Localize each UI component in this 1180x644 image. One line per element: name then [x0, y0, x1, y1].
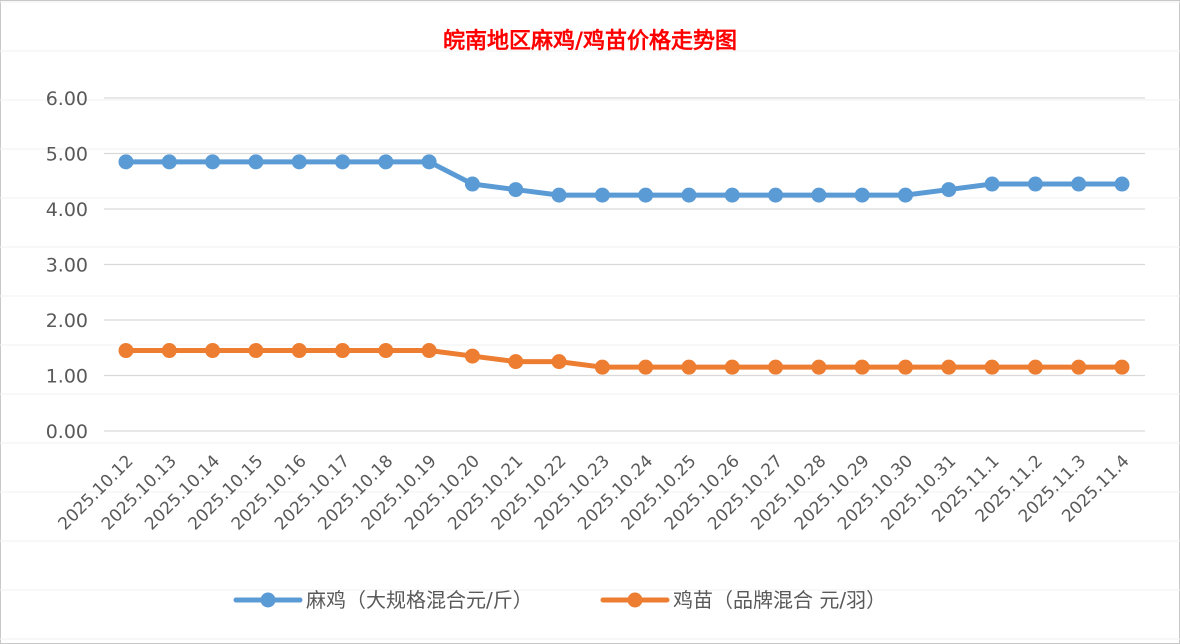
y-tick-label: 6.00	[46, 88, 88, 110]
data-point	[464, 348, 480, 364]
data-point	[1114, 176, 1130, 192]
legend-label-1: 鸡苗（品牌混合 元/羽）	[673, 588, 886, 612]
data-point	[335, 343, 351, 359]
data-point	[984, 359, 1000, 375]
legend: 麻鸡（大规格混合元/斤） 鸡苗（品牌混合 元/羽）	[233, 588, 886, 612]
data-point	[811, 359, 827, 375]
data-point	[854, 359, 870, 375]
data-point	[1114, 359, 1130, 375]
y-tick-label: 5.00	[46, 144, 88, 166]
data-point	[335, 154, 351, 170]
y-tick-label: 3.00	[46, 255, 88, 277]
data-point	[118, 154, 134, 170]
data-point	[681, 187, 697, 203]
y-tick-label: 4.00	[46, 199, 88, 221]
y-tick-label: 1.00	[46, 366, 88, 388]
data-point	[941, 359, 957, 375]
data-point	[464, 176, 480, 192]
data-point	[378, 154, 394, 170]
data-point	[421, 343, 437, 359]
series-line-0	[126, 159, 1122, 198]
data-point	[161, 343, 177, 359]
legend-marker-0	[260, 592, 276, 608]
data-point	[551, 187, 567, 203]
data-point	[941, 182, 957, 198]
data-point	[248, 154, 264, 170]
y-tick-label: 2.00	[46, 310, 88, 332]
data-point	[161, 154, 177, 170]
data-point	[984, 176, 1000, 192]
data-point	[594, 359, 610, 375]
data-point	[1027, 176, 1043, 192]
data-point	[594, 187, 610, 203]
chart-title: 皖南地区麻鸡/鸡苗价格走势图	[443, 28, 737, 54]
data-point	[1071, 359, 1087, 375]
data-point	[118, 343, 134, 359]
data-point	[768, 187, 784, 203]
data-point	[248, 343, 264, 359]
data-point	[421, 154, 437, 170]
data-point	[378, 343, 394, 359]
data-point	[724, 359, 740, 375]
y-tick-label: 0.00	[46, 421, 88, 443]
data-point	[897, 359, 913, 375]
series-line-1	[126, 348, 1122, 370]
data-point	[205, 343, 221, 359]
data-point	[508, 182, 524, 198]
data-point	[681, 359, 697, 375]
data-point	[768, 359, 784, 375]
data-point	[811, 187, 827, 203]
data-point	[638, 187, 654, 203]
data-point	[1027, 359, 1043, 375]
data-point	[638, 359, 654, 375]
data-point	[291, 343, 307, 359]
data-point	[508, 354, 524, 370]
data-point	[897, 187, 913, 203]
data-point	[551, 354, 567, 370]
data-point	[205, 154, 221, 170]
data-point	[854, 187, 870, 203]
legend-label-0: 麻鸡（大规格混合元/斤）	[306, 588, 533, 612]
data-point	[1071, 176, 1087, 192]
data-point	[724, 187, 740, 203]
legend-marker-1	[627, 592, 643, 608]
data-point	[291, 154, 307, 170]
